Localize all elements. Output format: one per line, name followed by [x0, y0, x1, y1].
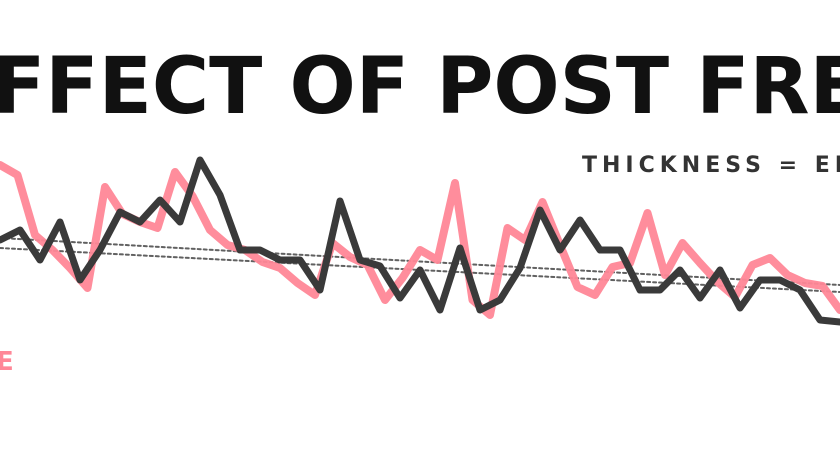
series-line-0 — [0, 161, 840, 319]
chart-annotation: THICKNESS = ENG — [582, 153, 840, 178]
chart-title: FFECT OF POST FREQUENCY ON — [0, 42, 840, 132]
series-line-1 — [0, 156, 840, 326]
series-lines — [0, 156, 840, 326]
trend-line-1 — [0, 237, 840, 286]
legend-fragment: E — [0, 347, 14, 377]
